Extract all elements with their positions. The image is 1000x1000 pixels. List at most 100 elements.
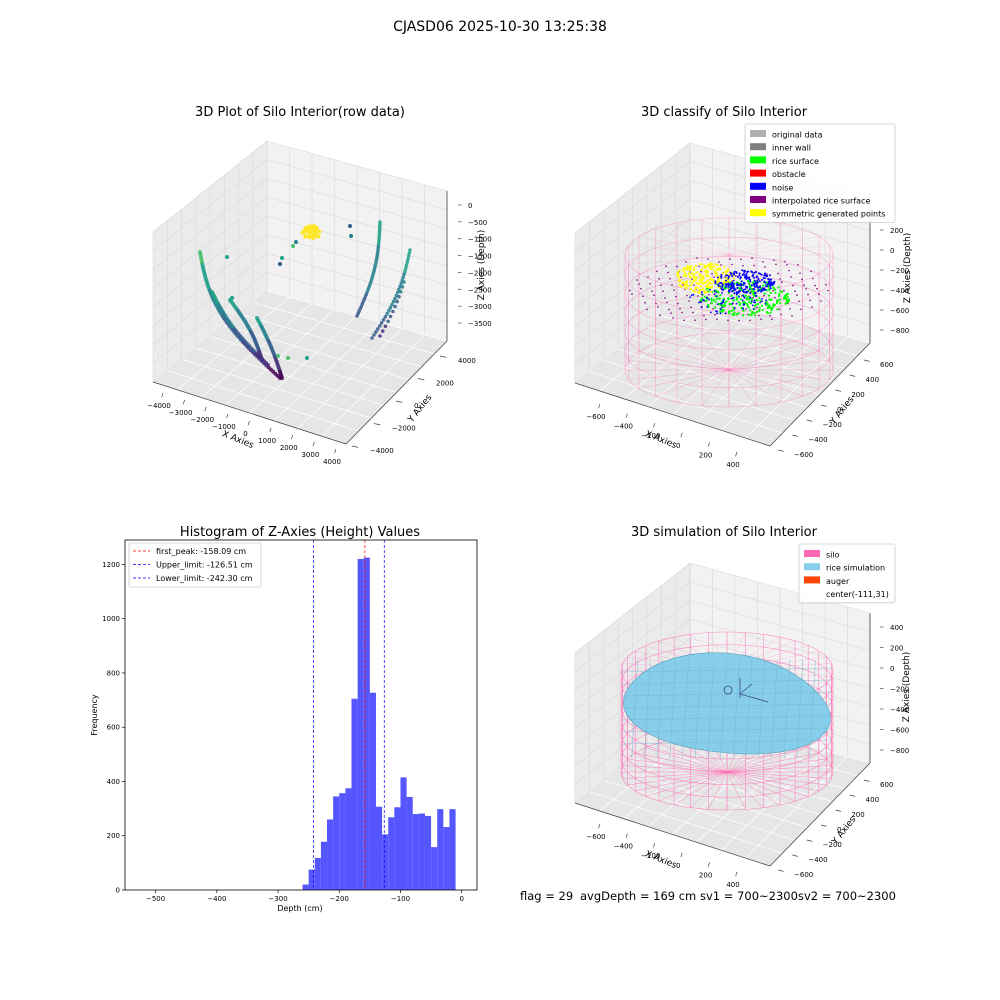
y-tick-label: 600 [880,781,893,789]
data-point [724,285,727,288]
grid-line [273,321,380,422]
data-point [692,279,695,282]
histogram-bar [412,814,419,890]
data-point [710,282,713,285]
data-point [403,269,407,274]
data-point [372,333,376,337]
data-point [683,285,686,288]
tick-mark [849,374,856,377]
data-point [752,292,755,295]
data-point [696,257,698,259]
data-point [699,268,703,271]
y-tick-label: 0 [116,887,120,895]
y-tick-label: 200 [851,391,864,399]
data-point [778,298,781,301]
data-point [766,273,768,275]
data-point [762,277,765,280]
data-point [766,312,770,315]
data-point [730,297,733,300]
histogram-bar [363,557,370,890]
legend-swatch [804,576,820,584]
data-point [734,288,737,291]
data-point [706,296,708,299]
grid-line [574,199,691,290]
data-point [700,301,702,304]
silo-spoke [726,752,819,773]
y-tick-label: 600 [107,724,120,732]
y-tick-label: 400 [107,778,120,786]
silo-spoke [728,254,782,288]
data-point [732,285,735,288]
data-point [732,282,735,285]
histogram-reference-lines [313,540,385,890]
classify-plot-zlabel: Z Axies (Depth) [903,233,913,304]
data-point [386,319,390,324]
data-point [766,307,769,310]
grid-line [266,196,448,248]
tick-mark [334,448,337,454]
data-point [708,281,711,284]
data-point [751,281,754,284]
data-point [811,306,813,308]
data-point [402,272,406,277]
z-tick-label: −500 [468,219,487,227]
data-point [754,285,756,288]
data-point [737,276,739,278]
z-tick-label: 200 [890,645,903,653]
y-tick-label: 400 [866,376,879,384]
data-point [642,295,644,298]
data-point [687,268,690,271]
sv2-text: sv2 = 700~2300 [798,889,896,903]
data-point [765,300,768,303]
data-point [709,311,712,314]
data-point [737,312,740,315]
data-point [778,292,781,296]
tick-mark [653,843,656,848]
data-point [689,275,692,278]
data-point [723,266,726,269]
z-tick-label: −600 [890,307,909,315]
histogram-bar [351,698,358,890]
data-point [764,266,766,268]
x-tick-label: −3000 [169,409,193,417]
z-tick-label: 200 [890,227,903,235]
data-point [761,300,763,303]
data-point [300,230,305,235]
auger-marker [739,683,753,695]
data-point [685,280,689,283]
data-point [684,287,687,290]
data-point [405,260,410,264]
data-point [705,318,707,321]
data-point [699,281,702,284]
tick-mark [247,420,250,426]
data-point [713,306,717,309]
data-point [760,288,763,291]
data-point [715,297,719,300]
x-tick-label: −200 [641,852,660,860]
data-point [706,284,709,287]
data-point [772,289,774,292]
tick-mark [598,403,601,409]
data-point [638,283,640,285]
data-point [730,284,733,287]
data-point [680,276,682,279]
data-point [640,288,642,290]
legend-swatch [804,550,820,557]
data-point [689,284,693,287]
data-point [754,292,756,295]
surface-mesh-line [621,739,833,745]
data-point [675,295,677,298]
data-point [786,301,789,304]
grid-line [646,746,833,802]
data-point [672,317,674,319]
data-point [721,292,723,294]
legend-label: rice surface [772,157,819,166]
data-point [704,266,707,269]
data-point [704,281,708,284]
histogram-bar [333,796,340,890]
tick-mark [598,823,601,829]
data-point [727,297,730,300]
tick-mark [777,449,784,452]
data-point [742,294,744,297]
silo-ring [624,294,834,369]
